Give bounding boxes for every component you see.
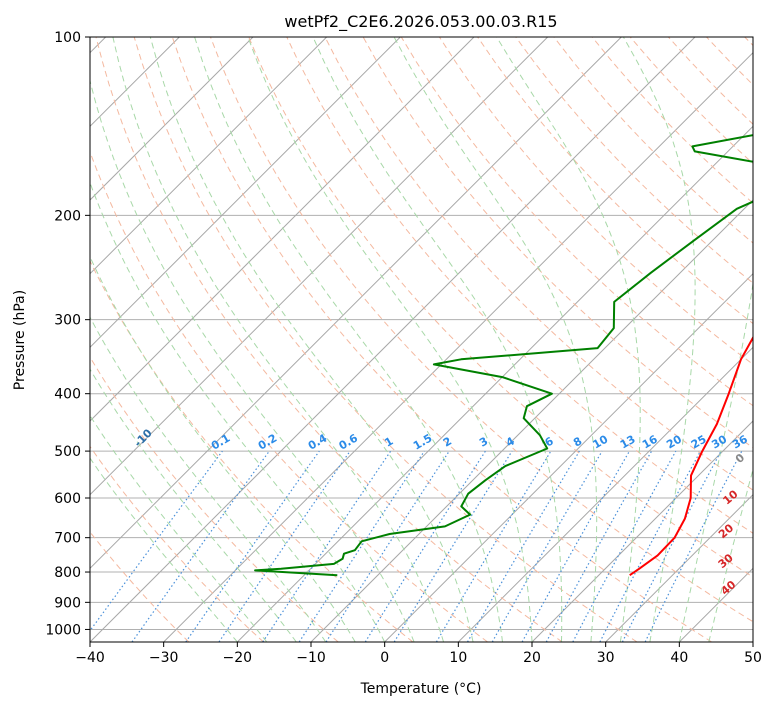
moist-adiabat-line — [112, 37, 445, 642]
x-tick-label: −40 — [75, 650, 105, 666]
plot-background — [90, 37, 753, 642]
y-axis: 100 200 300 400 500 600 700 800 900 1000 — [45, 30, 90, 638]
y-axis-label: Pressure (hPa) — [12, 290, 28, 390]
y-tick-label: 300 — [54, 313, 81, 329]
dry-adiabat-line — [95, 37, 563, 642]
dry-adiabat-line — [324, 37, 753, 491]
dry-adiabat-line — [171, 37, 712, 642]
chart-title: wetPf2_C2E6.2026.053.00.03.R15 — [284, 12, 557, 32]
x-tick-label: 10 — [449, 650, 467, 666]
isotherm-line — [90, 37, 328, 275]
moist-adiabat-line — [708, 467, 753, 642]
mixing-ratio-line — [644, 450, 743, 642]
series-line-1 — [254, 134, 753, 577]
y-tick-label: 800 — [54, 565, 81, 581]
plot-frame — [89, 36, 754, 643]
isotherm-line — [163, 51, 753, 642]
y-tick-label: 700 — [54, 531, 81, 547]
mixing-ratio-line — [393, 450, 513, 642]
y-tick-label: 200 — [54, 208, 81, 224]
series-line-0 — [629, 335, 753, 577]
x-tick-label: 30 — [597, 650, 615, 666]
moist-adiabat-line — [90, 414, 268, 642]
y-tick-label: 1000 — [45, 622, 81, 638]
moist-adiabat-line — [622, 37, 696, 642]
mixing-ratio-line — [545, 450, 653, 642]
isotherm-line — [384, 272, 753, 642]
isotherm-line — [90, 37, 475, 422]
x-tick-label: 40 — [670, 650, 688, 666]
moist-adiabat-line — [247, 37, 533, 642]
moist-adiabat-line — [90, 368, 297, 642]
x-tick-label: −30 — [149, 650, 179, 666]
mixing-ratio-line — [131, 450, 270, 642]
dry-adiabat-line — [90, 259, 414, 642]
x-tick-label: 50 — [744, 650, 762, 666]
isotherm-line — [752, 641, 753, 642]
moist-adiabat-line — [90, 316, 327, 642]
background-lines — [90, 37, 753, 642]
moist-adiabat-line — [149, 37, 474, 642]
moist-adiabat-line — [90, 181, 386, 642]
moist-adiabat-line — [90, 78, 415, 642]
moist-adiabat-line — [496, 37, 641, 642]
dry-adiabat-line — [286, 37, 753, 534]
isotherm-line — [90, 37, 622, 570]
dry-adiabat-line — [133, 37, 638, 642]
x-tick-label: 0 — [380, 650, 389, 666]
mixing-ratio-line — [298, 450, 425, 642]
mixing-ratio-line — [185, 450, 320, 642]
dry-adiabat-line — [90, 356, 339, 642]
moist-adiabat-line — [312, 37, 563, 642]
mixing-ratio-line — [325, 450, 450, 642]
mixing-ratio-line — [262, 450, 392, 642]
mixing-ratio-line — [90, 450, 223, 632]
x-axis: −40 −30 −20 −10 0 10 20 30 40 50 — [75, 642, 762, 666]
y-tick-label: 600 — [54, 491, 81, 507]
mixing-ratio-line — [521, 450, 631, 642]
moist-adiabat-line — [678, 280, 753, 642]
moist-adiabat-line — [90, 255, 356, 642]
dry-adiabat-line — [515, 37, 753, 284]
moist-adiabat-line — [194, 37, 503, 642]
y-tick-label: 400 — [54, 387, 81, 403]
mixing-ratio-line — [218, 450, 351, 642]
moist-adiabat-line — [90, 457, 238, 642]
mixing-ratio-line — [572, 450, 677, 642]
isotherm-line — [90, 37, 549, 496]
isotherm-line — [90, 37, 401, 349]
x-axis-label: Temperature (°C) — [360, 681, 482, 697]
y-tick-label: 100 — [54, 30, 81, 46]
isotherm-line — [605, 493, 753, 642]
isotherm-line — [90, 37, 696, 642]
dry-adiabat-line — [90, 445, 264, 642]
y-tick-label: 900 — [54, 595, 81, 611]
moist-adiabat-line — [393, 37, 598, 642]
dry-adiabat-line — [248, 37, 753, 578]
x-tick-label: −10 — [296, 650, 326, 666]
y-tick-label: 500 — [54, 444, 81, 460]
x-tick-label: 20 — [523, 650, 541, 666]
x-tick-label: −20 — [223, 650, 253, 666]
dry-adiabat-line — [210, 37, 753, 623]
series-layer — [254, 134, 753, 577]
isotherm-line — [90, 37, 254, 201]
